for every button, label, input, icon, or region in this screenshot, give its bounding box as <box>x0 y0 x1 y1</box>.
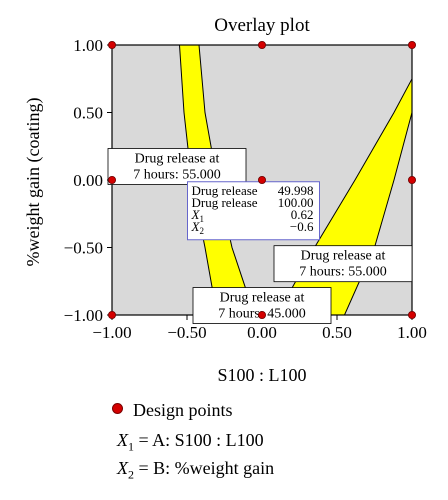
factor-symbol: X <box>117 458 128 478</box>
factor-subscript: 2 <box>128 467 134 482</box>
contour-label-box <box>107 148 247 185</box>
contour-label-text: 7 hours: 55.000 <box>133 168 221 183</box>
design-point <box>108 175 117 184</box>
factor-description: = A: S100 : L100 <box>138 430 264 450</box>
design-point <box>407 41 416 50</box>
contour-label-1: Drug release at7 hours: 55.000 <box>107 148 247 185</box>
y-axis-label: %weight gain (coating) <box>23 98 44 267</box>
design-point <box>257 310 266 319</box>
flag-box <box>187 181 320 241</box>
contour-label-text: Drug release at <box>220 291 305 306</box>
flag-row-label: X1 <box>191 207 204 224</box>
x-tick-label: 0.50 <box>322 323 352 342</box>
design-point <box>257 41 266 50</box>
flag-row-value: 0.62 <box>291 207 314 222</box>
contour-label-text: 7 hours: 55.000 <box>299 265 387 280</box>
contour-label-2: Drug release at7 hours: 55.000 <box>273 245 413 283</box>
legend-factor-x1: X1 = A: S100 : L100 <box>117 430 264 455</box>
design-point-marker-icon <box>112 403 123 414</box>
x-tick-label: −0.50 <box>167 323 206 342</box>
chart-title: Overlay plot <box>214 15 310 36</box>
y-tick-label: 0.00 <box>73 171 103 190</box>
y-tick-label: 1.00 <box>73 36 103 55</box>
design-point <box>108 41 117 50</box>
legend-design-points-label: Design points <box>133 400 233 420</box>
contour-label-box <box>273 245 413 283</box>
flag-row-label: X2 <box>191 219 204 236</box>
y-tick-label: 0.50 <box>73 104 103 123</box>
factor-symbol: X <box>117 430 128 450</box>
design-point <box>108 310 117 319</box>
x-axis-label: S100 : L100 <box>217 365 306 385</box>
y-tick-label: −0.50 <box>64 239 103 258</box>
design-point <box>407 175 416 184</box>
flag-row-value: 100.00 <box>278 195 314 210</box>
flag-row-value: −0.6 <box>290 219 314 234</box>
x-tick-label: 0.00 <box>247 323 277 342</box>
legend-design-points: Design points <box>112 400 233 421</box>
design-point <box>407 310 416 319</box>
flag-readout: Drug release 49.998 Drug release 100.00 X1 0.… <box>187 181 320 241</box>
contour-label-text: Drug release at <box>135 152 220 167</box>
x-tick-label: −1.00 <box>92 323 131 342</box>
flag-row-value: 49.998 <box>278 183 314 198</box>
legend-factor-x2: X2 = B: %weight gain <box>117 458 274 483</box>
flag-row-label: Drug release <box>192 183 258 198</box>
design-point <box>257 175 266 184</box>
contour-label-text: Drug release at <box>301 249 386 264</box>
y-tick-label: −1.00 <box>64 306 103 325</box>
factor-subscript: 1 <box>128 439 134 454</box>
factor-description: = B: %weight gain <box>138 458 275 478</box>
flag-row-label: Drug release <box>192 195 258 210</box>
x-tick-label: 1.00 <box>397 323 427 342</box>
